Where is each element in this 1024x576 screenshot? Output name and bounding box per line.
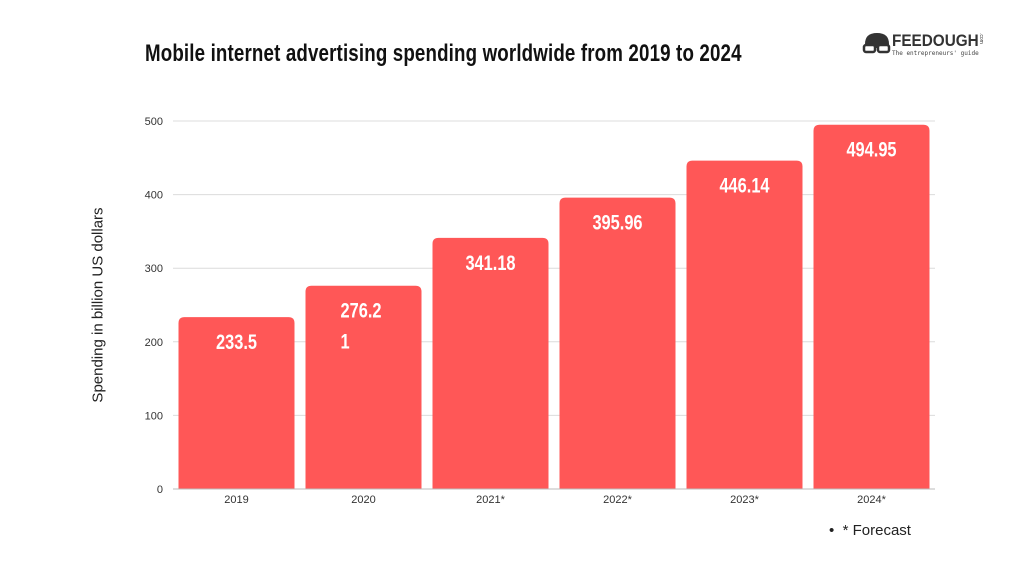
- y-tick-label: 500: [145, 116, 163, 128]
- legend-bullet-icon: •: [829, 522, 843, 539]
- logo-name: FEEDOUGH: [892, 31, 979, 50]
- x-tick-label: 2021*: [476, 494, 505, 506]
- x-tick-label: 2022*: [603, 494, 632, 506]
- y-tick-label: 0: [157, 484, 163, 496]
- legend: • * Forecast: [829, 522, 911, 539]
- legend-entry: * Forecast: [842, 522, 911, 539]
- data-label: 446.14: [719, 174, 770, 197]
- data-label: 341.18: [465, 251, 515, 274]
- bar: [305, 285, 422, 489]
- x-tick-label: 2024*: [857, 494, 886, 506]
- logo-tagline: The entrepreneurs' guide: [892, 50, 979, 57]
- y-tick-label: 400: [145, 190, 163, 202]
- data-label: 276.2: [341, 299, 382, 322]
- x-tick-label: 2019: [224, 494, 248, 506]
- chart-title: Mobile internet advertising spending wor…: [145, 40, 742, 67]
- bar: [686, 160, 803, 489]
- bar: [813, 124, 930, 489]
- data-label: 395.96: [592, 211, 642, 234]
- data-label: 1: [341, 330, 350, 353]
- bar: [178, 317, 295, 489]
- y-tick-label: 200: [145, 337, 163, 349]
- data-label: 233.5: [216, 330, 257, 353]
- data-label: 494.95: [846, 138, 896, 161]
- x-tick-label: 2023*: [730, 494, 759, 506]
- y-tick-label: 300: [145, 263, 163, 275]
- logo-face-icon: [862, 33, 891, 54]
- bar: [432, 237, 549, 489]
- x-tick-label: 2020: [351, 494, 375, 506]
- y-tick-label: 100: [145, 410, 163, 422]
- bar: [559, 197, 676, 490]
- feedough-logo: FEEDOUGH The entrepreneurs' guide .com: [862, 30, 1012, 62]
